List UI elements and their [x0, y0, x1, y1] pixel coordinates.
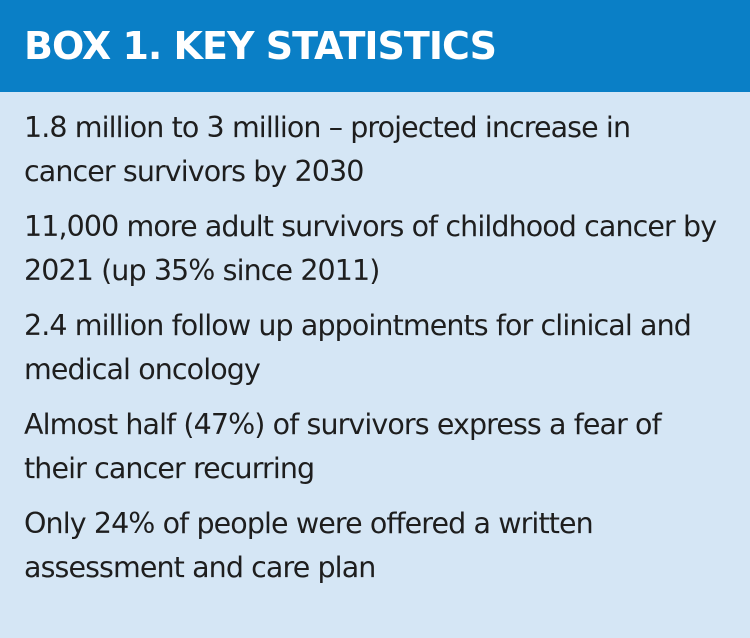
statistics-list: 1.8 million to 3 million – projected inc… [0, 92, 750, 590]
box-title: BOX 1. KEY STATISTICS [24, 24, 497, 68]
box-header: BOX 1. KEY STATISTICS [0, 0, 750, 92]
statistic-item: Only 24% of people were offered a writte… [24, 507, 594, 584]
statistic-item: 11,000 more adult survivors of childhood… [24, 210, 717, 287]
statistic-item: 2.4 million follow up appointments for c… [24, 309, 692, 386]
statistic-item: Almost half (47%) of survivors express a… [24, 408, 662, 485]
statistic-item: 1.8 million to 3 million – projected inc… [24, 111, 631, 188]
